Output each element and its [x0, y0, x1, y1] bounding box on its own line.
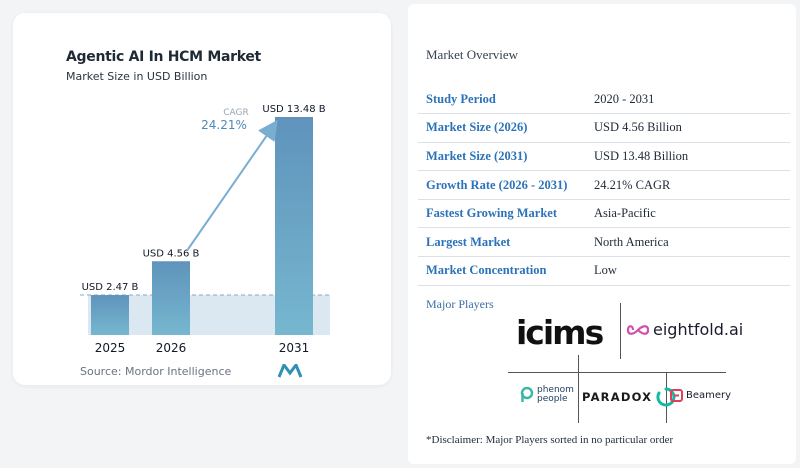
- row-label: Growth Rate (2026 - 2031): [418, 170, 594, 200]
- beamery-logo: Beamery: [670, 389, 731, 402]
- phenom-logo: phenom people: [520, 386, 574, 404]
- row-value: 2020 - 2031: [594, 85, 790, 115]
- overview-table: Study Period 2020 - 2031 Market Size (202…: [418, 85, 790, 286]
- category-label-2031: 2031: [279, 341, 310, 355]
- row-label: Fastest Growing Market: [418, 199, 594, 229]
- logo-divider: [508, 372, 726, 373]
- mordor-logo-icon: [278, 364, 302, 378]
- table-row: Market Size (2026) USD 4.56 Billion: [418, 113, 790, 143]
- logo-divider: [578, 373, 579, 423]
- icims-logo: icims: [516, 313, 604, 352]
- logo-divider: [620, 303, 621, 359]
- row-value: 24.21% CAGR: [594, 170, 790, 200]
- eightfold-infinity-icon: [627, 324, 649, 335]
- disclaimer-text: *Disclaimer: Major Players sorted in no …: [426, 434, 674, 446]
- category-label-2026: 2026: [156, 341, 187, 355]
- paradox-logo: PARADOX: [582, 387, 676, 407]
- bar-2026: [152, 261, 190, 335]
- row-label: Market Concentration: [418, 256, 594, 286]
- eightfold-text: eightfold.ai: [653, 320, 744, 339]
- eightfold-logo: eightfold.ai: [627, 320, 743, 339]
- category-label-2025: 2025: [95, 341, 126, 355]
- table-row: Market Concentration Low: [418, 256, 790, 286]
- row-label: Study Period: [418, 85, 594, 115]
- table-row: Growth Rate (2026 - 2031) 24.21% CAGR: [418, 170, 790, 200]
- beamery-text: Beamery: [686, 390, 732, 401]
- source-text: Source: Mordor Intelligence: [80, 365, 232, 378]
- chart-title: Agentic AI In HCM Market: [66, 49, 261, 65]
- row-label: Largest Market: [418, 227, 594, 258]
- row-value: Low: [594, 256, 790, 286]
- data-label-2031: USD 13.48 B: [262, 104, 325, 115]
- bar-2031: [275, 117, 313, 335]
- bar-chart: USD 2.47 B 2025 USD 4.56 B 2026 USD 13.48 B 2…: [80, 104, 330, 355]
- row-value: North America: [594, 227, 790, 258]
- row-label: Market Size (2031): [418, 142, 594, 172]
- beamery-b-icon: [670, 389, 683, 402]
- table-row: Market Size (2031) USD 13.48 Billion: [418, 142, 790, 172]
- cagr-value: 24.21%: [201, 118, 247, 132]
- phenom-text-line1: phenom: [537, 385, 574, 395]
- table-row: Fastest Growing Market Asia-Pacific: [418, 199, 790, 229]
- paradox-text: PARADOX: [582, 390, 653, 404]
- major-players-title: Major Players: [426, 297, 494, 311]
- table-row: Largest Market North America: [418, 227, 790, 258]
- phenom-p-icon: [520, 387, 534, 402]
- chart-subtitle: Market Size in USD Billion: [66, 70, 208, 83]
- cagr-arrow: [187, 119, 278, 250]
- cagr-label: CAGR: [223, 108, 249, 118]
- row-value: Asia-Pacific: [594, 199, 790, 229]
- row-value: USD 4.56 Billion: [594, 113, 790, 143]
- phenom-text-line2: people: [537, 394, 568, 404]
- data-label-2026: USD 4.56 B: [143, 248, 200, 259]
- logo-divider: [578, 355, 579, 373]
- row-value: USD 13.48 Billion: [594, 142, 790, 172]
- bar-2025: [91, 295, 129, 335]
- table-row: Study Period 2020 - 2031: [418, 85, 790, 115]
- data-label-2025: USD 2.47 B: [82, 282, 139, 293]
- logo-divider: [666, 373, 667, 423]
- overview-title: Market Overview: [426, 47, 519, 62]
- row-label: Market Size (2026): [418, 113, 594, 143]
